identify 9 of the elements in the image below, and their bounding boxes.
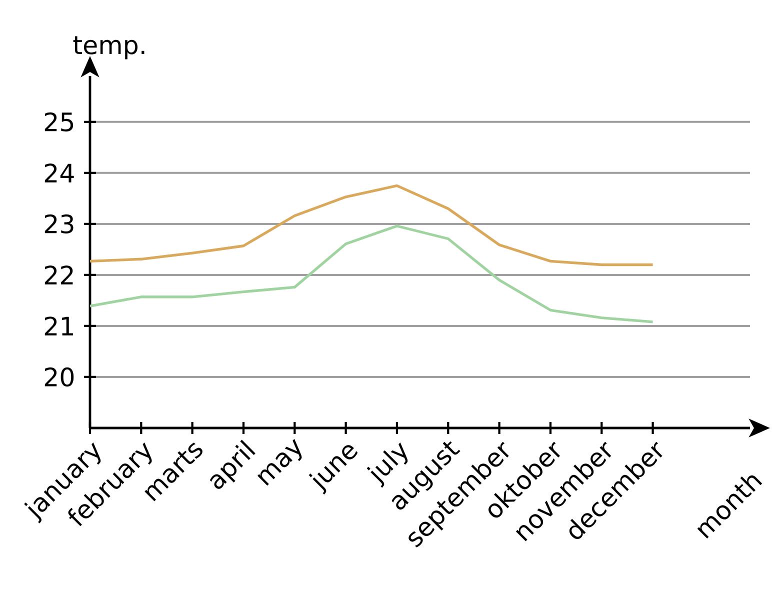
y-axis-title: temp. xyxy=(73,36,144,60)
y-tick-label: 25 xyxy=(44,112,74,132)
line-series xyxy=(88,224,654,324)
line-series xyxy=(88,184,654,266)
y-tick-label: 22 xyxy=(44,266,73,284)
y-tick-label: 24 xyxy=(44,164,74,182)
y-tick-label: 21 xyxy=(44,316,73,336)
y-tick-label: 23 xyxy=(44,214,74,234)
y-tick-label: 20 xyxy=(44,367,74,387)
